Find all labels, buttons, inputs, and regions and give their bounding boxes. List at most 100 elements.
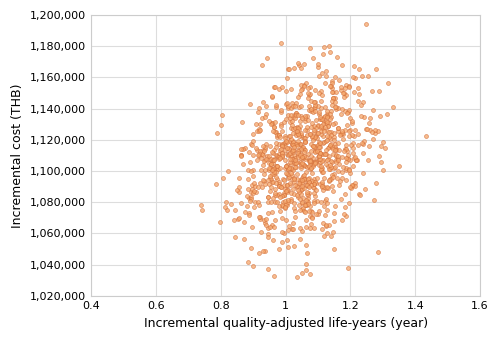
Point <box>288 226 296 232</box>
Point <box>328 184 336 189</box>
Point <box>278 193 285 199</box>
Point <box>352 128 360 133</box>
Point <box>286 137 294 142</box>
Point <box>274 157 282 162</box>
Point <box>264 194 272 199</box>
Point <box>284 199 292 205</box>
Point <box>326 134 334 140</box>
Point <box>310 190 318 195</box>
Point <box>315 151 323 156</box>
Point <box>350 150 358 156</box>
Point <box>283 182 291 188</box>
Point <box>302 267 310 273</box>
Point <box>292 144 300 149</box>
Point <box>280 199 287 205</box>
Point <box>322 111 330 116</box>
Point <box>256 127 264 133</box>
Point <box>310 102 318 107</box>
Point <box>344 109 352 115</box>
Point <box>383 111 391 117</box>
Point <box>314 123 322 128</box>
Point <box>284 166 292 172</box>
Point <box>312 104 320 110</box>
Point <box>302 169 310 175</box>
Point <box>304 104 312 109</box>
Point <box>309 109 317 114</box>
Point <box>306 164 314 170</box>
Point <box>338 62 346 68</box>
Point <box>302 199 310 204</box>
Point <box>340 212 347 217</box>
Point <box>301 202 309 208</box>
Point <box>272 129 280 135</box>
Point <box>284 66 292 72</box>
Point <box>298 199 306 205</box>
Point <box>345 167 353 173</box>
Point <box>268 179 276 185</box>
Point <box>311 143 319 149</box>
Point <box>371 128 379 133</box>
Point <box>296 142 304 147</box>
Point <box>288 138 296 144</box>
Point <box>324 185 332 191</box>
Point <box>276 166 283 171</box>
Point <box>288 106 296 111</box>
Point <box>315 110 323 115</box>
Point <box>246 159 254 164</box>
Point <box>254 109 262 115</box>
Point <box>292 110 300 116</box>
Point <box>346 201 354 206</box>
Point <box>307 222 315 227</box>
Point <box>300 185 308 191</box>
Point <box>316 117 324 122</box>
Point <box>303 190 311 195</box>
Point <box>300 208 308 213</box>
Point <box>293 184 301 190</box>
Point <box>266 182 274 187</box>
Point <box>282 189 290 194</box>
Point <box>286 190 294 196</box>
Point <box>277 123 285 128</box>
Point <box>305 107 313 113</box>
Point <box>286 119 294 124</box>
Point <box>319 133 327 139</box>
Point <box>318 185 326 190</box>
Point <box>326 130 334 135</box>
Point <box>264 231 272 237</box>
Point <box>318 187 326 193</box>
Point <box>267 161 275 167</box>
Point <box>317 105 325 110</box>
Point <box>289 149 297 155</box>
Point <box>272 169 280 175</box>
Point <box>298 134 306 139</box>
Point <box>279 176 287 181</box>
Point <box>289 157 297 162</box>
Point <box>283 188 291 193</box>
Point <box>298 175 306 180</box>
Point <box>278 202 286 208</box>
Point <box>295 62 303 67</box>
Point <box>260 178 268 184</box>
Point <box>304 176 312 182</box>
Point <box>238 153 246 159</box>
Point <box>249 167 257 173</box>
Point <box>336 132 344 138</box>
Point <box>244 259 252 265</box>
Point <box>320 128 328 133</box>
Point <box>299 205 307 210</box>
Point <box>305 157 313 163</box>
Point <box>287 112 295 118</box>
Point <box>254 151 262 156</box>
Point <box>264 225 272 231</box>
Point <box>278 121 285 127</box>
Point <box>262 55 270 60</box>
Point <box>374 249 382 254</box>
Point <box>332 104 340 109</box>
Point <box>285 66 293 71</box>
Point <box>354 86 362 91</box>
Point <box>292 274 300 279</box>
Point <box>294 131 302 137</box>
Point <box>246 101 254 107</box>
Point <box>374 128 382 134</box>
Point <box>234 217 241 222</box>
